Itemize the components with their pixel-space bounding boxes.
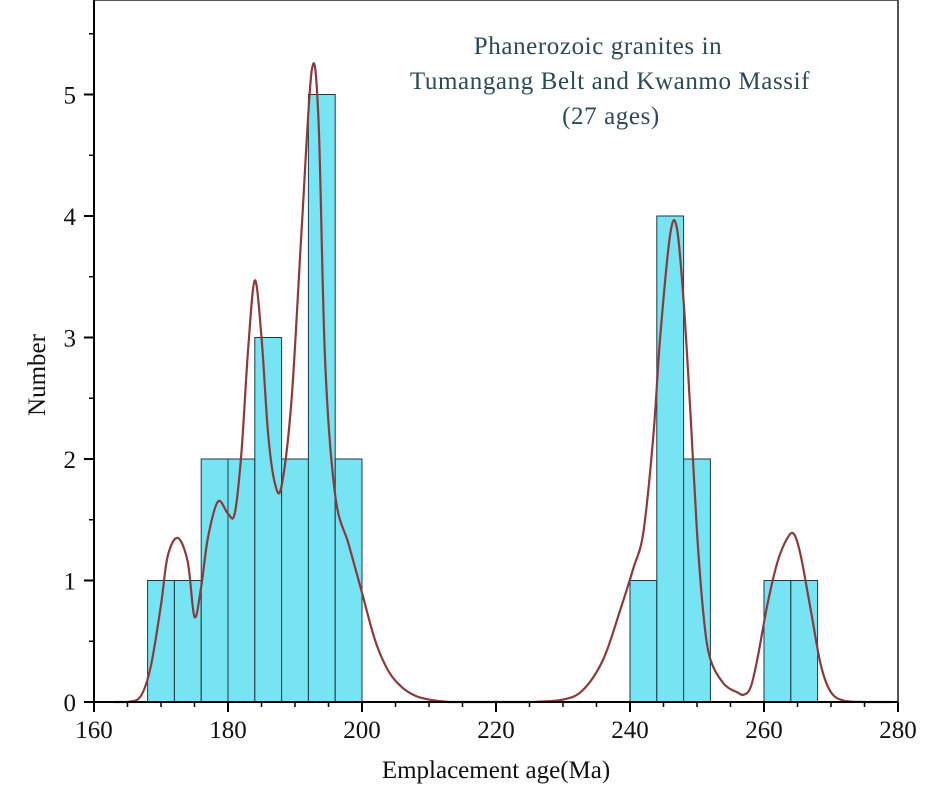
y-tick-label-1: 1 (64, 569, 77, 596)
curve-layer (114, 62, 892, 704)
bar-172-176 (173, 580, 202, 703)
x-tick-label-180: 180 (209, 717, 247, 744)
y-axis-label: Number (24, 333, 51, 416)
x-tick-label-260: 260 (745, 717, 783, 744)
y-tick-label-3: 3 (64, 326, 77, 353)
density-curve (114, 62, 892, 704)
bars-layer (147, 94, 819, 703)
y-tick-label-0: 0 (64, 690, 77, 717)
y-tick-label-5: 5 (64, 83, 77, 110)
y-tick-label-4: 4 (64, 204, 77, 231)
x-tick-label-200: 200 (343, 717, 381, 744)
bar-184-188 (254, 337, 283, 703)
bar-244-248 (656, 215, 685, 703)
x-tick-label-240: 240 (611, 717, 649, 744)
bar-180-184 (227, 458, 256, 703)
x-tick-label-220: 220 (477, 717, 515, 744)
axes-layer: 160 180 200 220 240 260 280 0 1 2 3 4 5 (64, 0, 917, 744)
bar-264-268 (790, 580, 819, 703)
chart-title-line-2: Tumangang Belt and Kwanmo Massif (410, 68, 810, 95)
x-tick-label-280: 280 (879, 717, 917, 744)
y-tick-label-2: 2 (64, 447, 77, 474)
bar-192-196 (307, 94, 336, 703)
bar-188-192 (281, 458, 309, 703)
x-axis-label: Emplacement age(Ma) (382, 757, 610, 784)
chart-title-line-3: (27 ages) (562, 103, 660, 130)
bar-248-252 (683, 458, 711, 703)
bar-240-244 (629, 580, 658, 703)
chart-title-line-1: Phanerozoic granites in (474, 33, 722, 60)
bar-176-180 (200, 458, 229, 703)
x-tick-label-160: 160 (75, 717, 113, 744)
